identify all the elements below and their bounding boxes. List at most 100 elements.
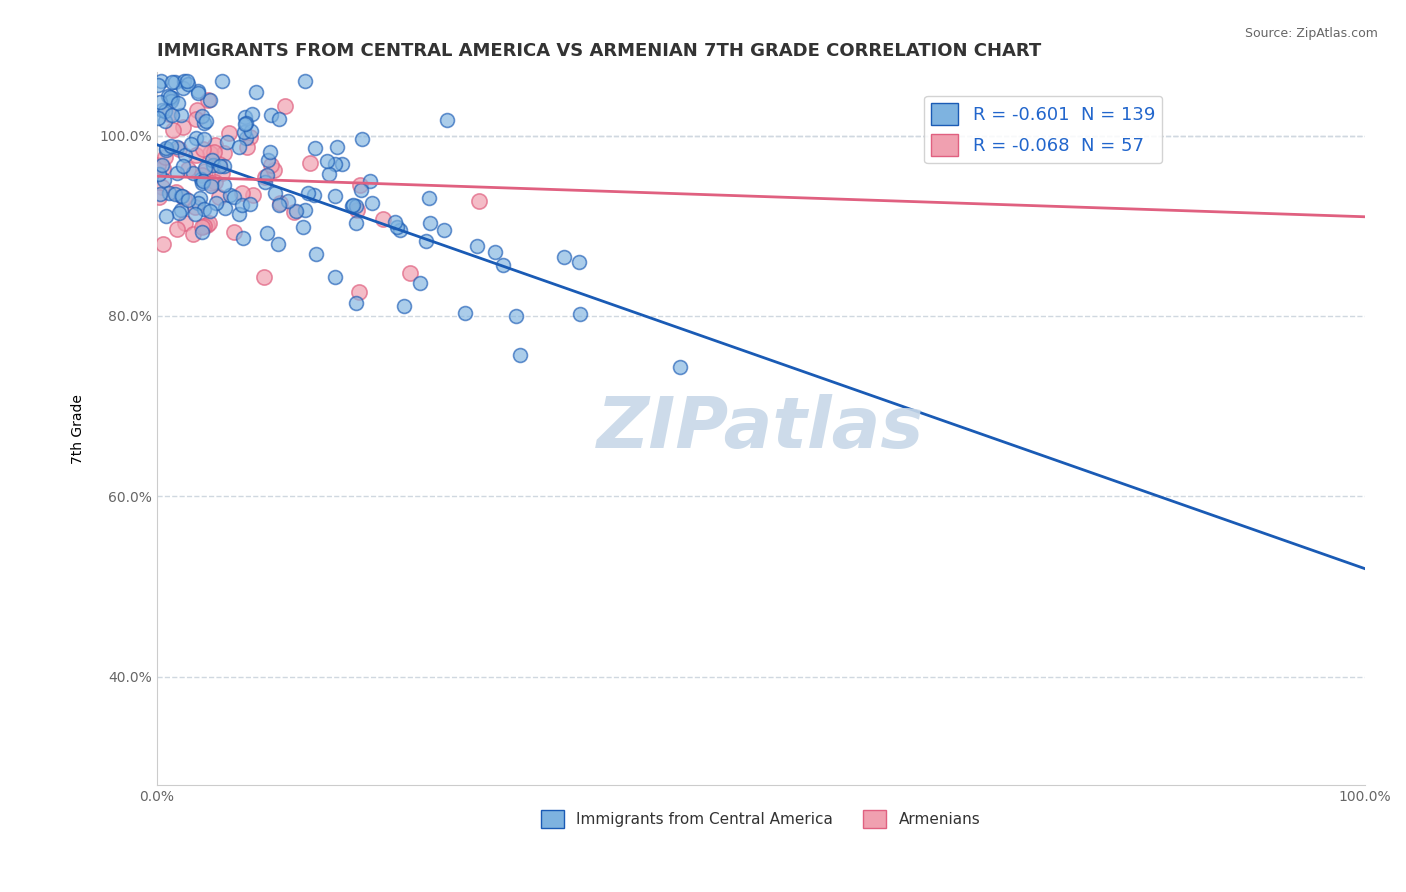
Point bbox=[191, 220, 214, 235]
Point bbox=[233, 110, 256, 124]
Point bbox=[187, 83, 209, 97]
Point bbox=[242, 188, 264, 202]
Point bbox=[315, 154, 337, 169]
Point bbox=[153, 150, 176, 164]
Point bbox=[359, 174, 381, 188]
Point bbox=[326, 140, 349, 154]
Point bbox=[332, 157, 354, 171]
Point bbox=[568, 255, 591, 269]
Point bbox=[269, 195, 291, 210]
Point bbox=[208, 157, 231, 171]
Point bbox=[155, 143, 177, 157]
Point bbox=[388, 222, 411, 236]
Point bbox=[304, 141, 326, 155]
Point bbox=[205, 195, 228, 210]
Point bbox=[172, 120, 194, 135]
Point bbox=[484, 245, 506, 260]
Point bbox=[153, 113, 176, 128]
Point bbox=[166, 166, 188, 180]
Point bbox=[344, 296, 367, 310]
Point bbox=[177, 78, 200, 92]
Point bbox=[184, 207, 207, 221]
Point bbox=[318, 167, 340, 181]
Point bbox=[240, 124, 263, 138]
Point bbox=[190, 172, 212, 186]
Point bbox=[269, 197, 291, 211]
Point bbox=[323, 188, 346, 202]
Point bbox=[184, 147, 207, 161]
Point bbox=[190, 168, 212, 182]
Point bbox=[419, 216, 441, 230]
Point bbox=[176, 74, 198, 88]
Point bbox=[215, 135, 238, 149]
Point bbox=[162, 123, 184, 137]
Point bbox=[284, 204, 307, 219]
Point bbox=[349, 178, 371, 192]
Point bbox=[152, 237, 174, 252]
Point bbox=[193, 219, 215, 233]
Point bbox=[240, 106, 263, 120]
Point bbox=[256, 168, 278, 182]
Point bbox=[200, 178, 222, 193]
Point bbox=[172, 159, 194, 173]
Point bbox=[344, 216, 367, 230]
Point bbox=[267, 237, 290, 252]
Point bbox=[384, 215, 406, 229]
Point bbox=[166, 139, 188, 153]
Point bbox=[239, 130, 262, 145]
Point bbox=[149, 95, 172, 110]
Point bbox=[160, 75, 183, 89]
Point bbox=[173, 74, 195, 88]
Point bbox=[233, 117, 256, 131]
Point bbox=[212, 178, 235, 192]
Point bbox=[183, 227, 205, 241]
Point bbox=[204, 175, 226, 189]
Point bbox=[283, 204, 305, 219]
Point bbox=[260, 158, 283, 172]
Point bbox=[399, 266, 422, 280]
Point bbox=[160, 95, 183, 109]
Point bbox=[505, 309, 527, 323]
Point bbox=[294, 202, 316, 217]
Point bbox=[191, 109, 214, 123]
Text: IMMIGRANTS FROM CENTRAL AMERICA VS ARMENIAN 7TH GRADE CORRELATION CHART: IMMIGRANTS FROM CENTRAL AMERICA VS ARMEN… bbox=[156, 42, 1040, 60]
Point bbox=[186, 103, 208, 117]
Point bbox=[669, 359, 692, 374]
Point bbox=[149, 74, 172, 88]
Legend: Immigrants from Central America, Armenians: Immigrants from Central America, Armenia… bbox=[534, 804, 987, 835]
Point bbox=[342, 198, 364, 212]
Point bbox=[200, 176, 222, 190]
Point bbox=[254, 169, 277, 184]
Point bbox=[235, 130, 257, 145]
Point bbox=[254, 175, 277, 189]
Point bbox=[231, 186, 253, 201]
Point bbox=[166, 222, 188, 236]
Point bbox=[163, 75, 186, 89]
Point bbox=[228, 206, 250, 220]
Point bbox=[228, 140, 250, 154]
Point bbox=[211, 166, 233, 180]
Point bbox=[184, 112, 207, 127]
Point bbox=[180, 136, 202, 151]
Point bbox=[468, 194, 491, 208]
Point bbox=[509, 348, 531, 362]
Point bbox=[177, 162, 200, 177]
Point bbox=[150, 103, 173, 117]
Point bbox=[418, 191, 440, 205]
Point bbox=[155, 141, 177, 155]
Point bbox=[146, 111, 169, 125]
Point bbox=[174, 148, 197, 162]
Point bbox=[191, 143, 214, 157]
Point bbox=[349, 285, 371, 300]
Point bbox=[190, 191, 212, 205]
Point bbox=[172, 81, 194, 95]
Point bbox=[394, 299, 416, 313]
Point bbox=[325, 157, 347, 171]
Point bbox=[156, 89, 179, 103]
Text: ZIPatlas: ZIPatlas bbox=[598, 394, 924, 463]
Point bbox=[198, 94, 221, 108]
Point bbox=[149, 186, 172, 201]
Point bbox=[222, 190, 245, 204]
Point bbox=[415, 234, 437, 248]
Point bbox=[211, 74, 233, 88]
